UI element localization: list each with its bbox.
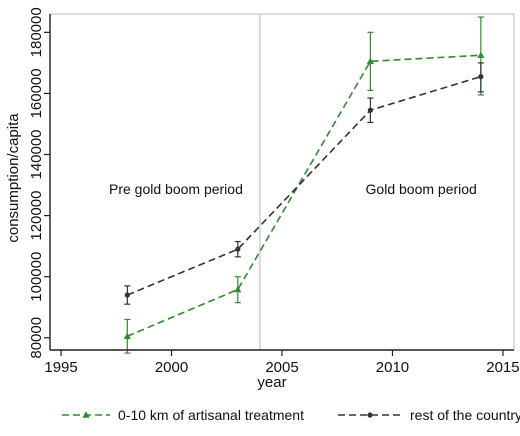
legend: 0-10 km of artisanal treatment rest of th… <box>62 407 520 423</box>
legend-item-1: 0-10 km of artisanal treatment <box>62 407 304 423</box>
legend-label: 0-10 km of artisanal treatment <box>118 407 304 423</box>
data-point-triangle <box>366 57 374 65</box>
period-annotation: Pre gold boom period <box>109 181 243 197</box>
data-point-triangle <box>123 332 131 339</box>
x-tick-label: 1995 <box>44 359 77 376</box>
data-point-triangle <box>477 51 485 58</box>
data-point-dot <box>235 246 241 252</box>
x-tick-label: 2005 <box>265 359 298 376</box>
x-tick-label: 2010 <box>376 359 409 376</box>
x-tick-label: 2015 <box>486 359 519 376</box>
y-tick-label: 160000 <box>28 68 45 118</box>
y-tick-label: 180000 <box>28 7 45 57</box>
x-tick-label: 2000 <box>155 359 188 376</box>
series-layer <box>123 16 485 354</box>
data-point-triangle <box>234 285 242 293</box>
annotation-layer: Pre gold boom period Gold boom period <box>109 181 477 197</box>
legend-marker-triangle <box>82 411 90 418</box>
period-annotation: Gold boom period <box>366 181 477 197</box>
y-tick-label: 80000 <box>28 317 45 359</box>
series-line <box>127 54 481 337</box>
y-tick-label: 120000 <box>28 191 45 241</box>
y-tick-label: 140000 <box>28 129 45 179</box>
series-line <box>127 75 482 296</box>
series-2 <box>124 62 484 305</box>
y-axis-label: consumption/capita <box>5 113 22 243</box>
axis-layer: 1995 2000 2005 2010 2015 80000 100000 120000 140… <box>28 7 520 376</box>
x-axis-label: year <box>257 374 286 391</box>
data-point-dot <box>478 74 484 80</box>
y-tick-label: 100000 <box>28 252 45 302</box>
data-point-dot <box>124 292 130 298</box>
legend-label: rest of the country <box>410 407 520 423</box>
legend-marker-dot <box>367 412 373 418</box>
series-1 <box>123 16 485 354</box>
legend-item-2: rest of the country <box>338 407 520 423</box>
data-point-dot <box>367 107 373 113</box>
